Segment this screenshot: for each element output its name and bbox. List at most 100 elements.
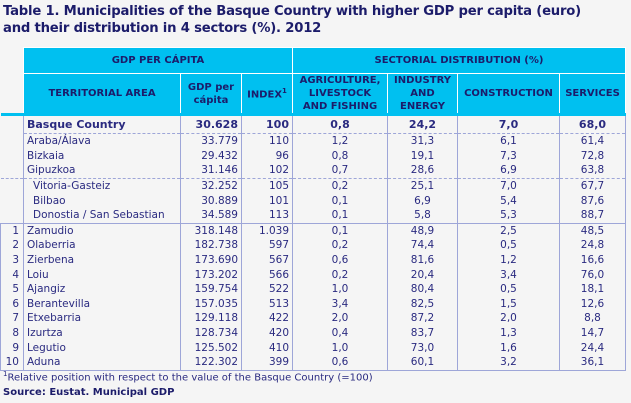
agri-cell: 0,8 (292, 114, 388, 134)
agri-cell: 0,1 (292, 222, 388, 239)
gdp-cell: 30.628 (180, 114, 242, 134)
gdp-cell: 128.734 (180, 325, 242, 341)
construction-cell: 2,5 (457, 222, 560, 239)
rank-cell (1, 208, 24, 223)
construction-cell: 0,5 (457, 281, 560, 297)
services-cell: 67,7 (559, 177, 626, 194)
title-line-1: Table 1. Municipalities of the Basque Co… (3, 4, 581, 19)
table-title: Table 1. Municipalities of the Basque Co… (3, 3, 581, 37)
index-cell: 399 (241, 354, 293, 371)
source-note: Source: Eustat. Municipal GDP (3, 387, 175, 398)
services-cell: 8,8 (559, 311, 626, 326)
construction-cell: 7,3 (457, 148, 560, 164)
rank-cell (1, 149, 24, 164)
agri-cell: 3,4 (292, 296, 388, 312)
index-cell: 1.039 (241, 222, 293, 239)
rank-cell: 3 (0, 252, 24, 268)
header-agriculture: AGRICULTURE, LIVESTOCK AND FISHING (292, 73, 388, 116)
gdp-cell: 173.690 (180, 252, 242, 268)
header-territorial: TERRITORIAL AREA (23, 73, 181, 116)
header-industry: INDUSTRY AND ENERGY (387, 73, 458, 116)
table-row: 10 Aduna 122.302 399 0,6 60,1 3,2 36,1 (0, 354, 626, 371)
header-services: SERVICES (559, 73, 626, 116)
construction-cell: 7,0 (457, 177, 560, 194)
services-cell: 48,5 (559, 222, 626, 239)
index-cell: 597 (241, 238, 293, 253)
services-cell: 16,6 (559, 252, 626, 268)
index-cell: 110 (241, 133, 293, 149)
services-cell: 88,7 (559, 207, 626, 224)
gdp-cell: 182.738 (180, 238, 242, 253)
construction-cell: 7,0 (457, 114, 560, 134)
table-row: Bizkaia 29.432 96 0,8 19,1 7,3 72,8 (1, 148, 626, 164)
table-row: 3 Zierbena 173.690 567 0,6 81,6 1,2 16,6 (0, 252, 626, 268)
gdp-cell: 31.146 (180, 163, 242, 179)
construction-cell: 1,6 (457, 340, 560, 355)
gdp-cell: 29.432 (180, 148, 242, 164)
agri-cell: 0,6 (292, 252, 388, 268)
construction-cell: 3,4 (457, 267, 560, 282)
table-row: Bilbao 30.889 101 0,1 6,9 5,4 87,6 (1, 193, 626, 208)
gdp-cell: 129.118 (180, 311, 242, 326)
footnote-text: Relative position with respect to the va… (7, 372, 373, 384)
name-cell: Bizkaia (23, 148, 181, 164)
footnote: 1Relative position with respect to the v… (3, 370, 373, 383)
table-row: 2 Olaberria 182.738 597 0,2 74,4 0,5 24,8 (0, 238, 626, 253)
services-cell: 76,0 (559, 267, 626, 282)
services-cell: 36,1 (559, 354, 626, 371)
header-construction: CONSTRUCTION (457, 73, 560, 116)
rank-cell (1, 163, 24, 178)
agri-cell: 0,1 (292, 207, 388, 224)
industry-cell: 6,9 (387, 193, 458, 208)
services-cell: 14,7 (559, 325, 626, 341)
rank-cell (0, 177, 24, 194)
header-sector-group: SECTORIAL DISTRIBUTION (%) (292, 47, 626, 74)
blank-corner (0, 73, 24, 116)
name-cell: Vitoria-Gasteiz (23, 177, 181, 194)
construction-cell: 6,9 (457, 163, 560, 179)
index-cell: 101 (241, 193, 293, 208)
agri-cell: 0,1 (292, 193, 388, 208)
name-cell: Donostia / San Sebastian (23, 207, 181, 224)
rank-cell: 5 (0, 281, 24, 297)
name-cell: Loiu (23, 267, 181, 282)
name-cell: Gipuzkoa (23, 163, 181, 179)
construction-cell: 6,1 (457, 133, 560, 149)
industry-cell: 87,2 (387, 311, 458, 326)
rank-cell (1, 193, 24, 208)
industry-cell: 82,5 (387, 296, 458, 312)
rank-cell: 1 (0, 222, 24, 239)
name-cell: Araba/Álava (23, 133, 181, 149)
gdp-cell: 122.302 (180, 354, 242, 371)
gdp-cell: 125.502 (180, 340, 242, 355)
construction-cell: 5,4 (457, 193, 560, 208)
agri-cell: 0,2 (292, 177, 388, 194)
gdp-cell: 32.252 (180, 177, 242, 194)
industry-cell: 73,0 (387, 340, 458, 355)
industry-cell: 28,6 (387, 163, 458, 179)
services-cell: 72,8 (559, 148, 626, 164)
agri-cell: 2,0 (292, 311, 388, 326)
industry-cell: 74,4 (387, 238, 458, 253)
index-cell: 100 (241, 114, 293, 134)
agri-cell: 0,7 (292, 163, 388, 179)
name-cell: Olaberria (23, 238, 181, 253)
agri-cell: 1,0 (292, 340, 388, 355)
industry-cell: 24,2 (387, 114, 458, 134)
construction-cell: 1,3 (457, 325, 560, 341)
table-row: 7 Etxebarria 129.118 422 2,0 87,2 2,0 8,8 (0, 311, 626, 326)
industry-cell: 25,1 (387, 177, 458, 194)
rank-cell: 10 (0, 354, 24, 371)
table-row: 4 Loiu 173.202 566 0,2 20,4 3,4 76,0 (0, 267, 626, 282)
index-cell: 567 (241, 252, 293, 268)
industry-cell: 48,9 (387, 222, 458, 239)
name-cell: Zamudio (23, 222, 181, 239)
gdp-cell: 30.889 (180, 193, 242, 208)
construction-cell: 5,3 (457, 207, 560, 224)
industry-cell: 31,3 (387, 133, 458, 149)
name-cell: Aduna (23, 354, 181, 371)
agri-cell: 1,2 (292, 133, 388, 149)
industry-cell: 60,1 (387, 354, 458, 371)
index-cell: 105 (241, 177, 293, 194)
name-cell: Berantevilla (23, 296, 181, 312)
